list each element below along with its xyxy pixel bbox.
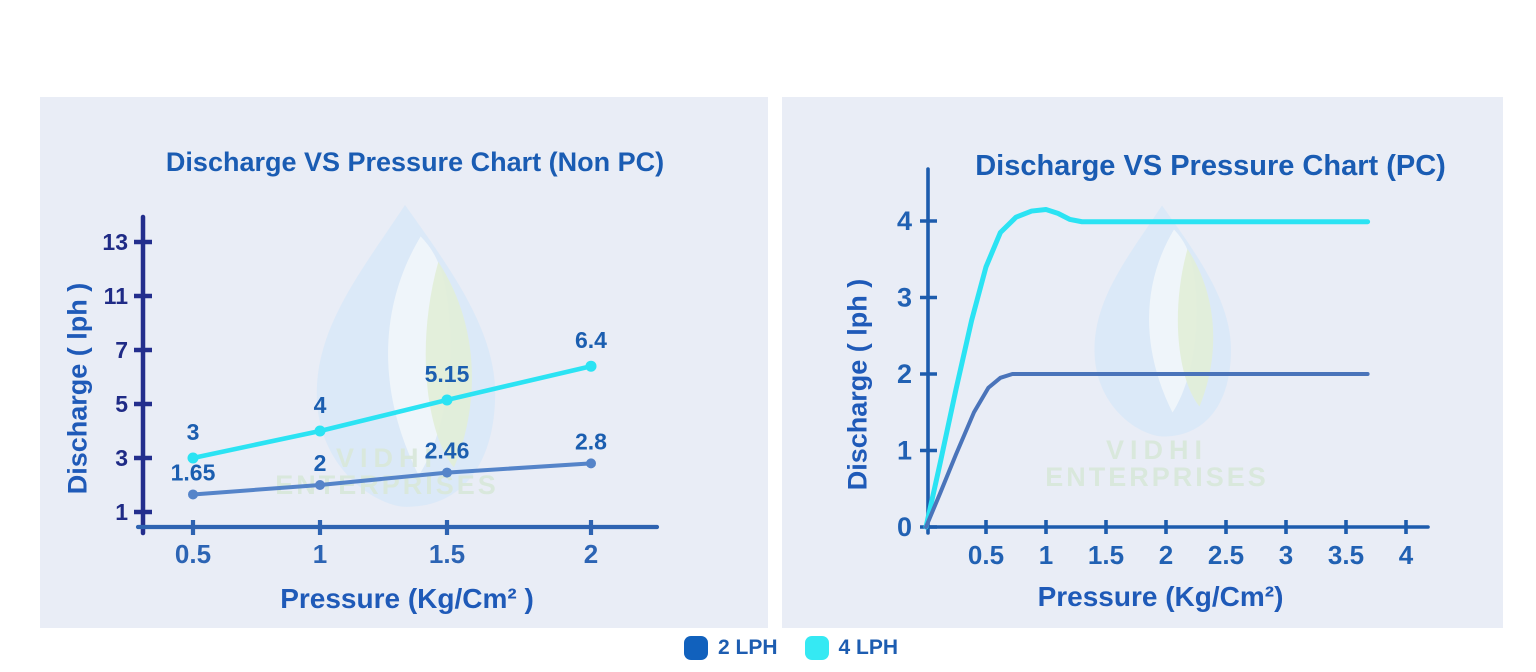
chart-panel-pc: VIDHI ENTERPRISES 0 1 2 3 4 0.5 1 1.5 2 2.5 3 3.5 4 Di… [782, 97, 1503, 628]
legend-item-4lph: 4 LPH [804, 636, 899, 660]
watermark-text-line1: VIDHI [336, 443, 438, 473]
data-point [585, 360, 597, 372]
legend-swatch-2lph [684, 636, 708, 660]
x-tick-label: 1.5 [429, 539, 465, 569]
series-line-2lph [191, 461, 593, 497]
legend-label-2lph: 2 LPH [718, 636, 778, 659]
x-axis-title-non-pc: Pressure (Kg/Cm² ) [280, 583, 534, 614]
data-point-label: 2 [314, 450, 327, 476]
watermark-text-line2: ENTERPRISES [1045, 462, 1269, 492]
y-tick-label: 0 [897, 512, 912, 542]
data-point [442, 467, 452, 478]
data-point-label: 2.8 [575, 428, 607, 454]
data-point [315, 480, 325, 490]
y-axis-title-pc: Discharge ( lph ) [842, 278, 873, 491]
chart-panel-non-pc: VIDHI ENTERPRISES 1 3 5 7 11 13 0.5 1 1.5 2 3 4 5.15 6.… [40, 97, 768, 628]
y-tick-label: 5 [115, 391, 128, 417]
data-point-label: 6.4 [575, 327, 607, 353]
data-point-label: 1.65 [171, 459, 216, 485]
watermark-drop-logo [316, 205, 496, 507]
y-tick-label: 1 [897, 436, 912, 466]
y-tick-label: 2 [897, 359, 912, 389]
data-point-label: 5.15 [425, 361, 470, 387]
x-tick-label: 0.5 [175, 539, 211, 569]
x-tick-label: 1.5 [1088, 540, 1124, 570]
data-point [187, 452, 199, 464]
y-axis-title-non-pc: Discharge ( lph ) [62, 282, 93, 495]
x-tick-label: 3.5 [1328, 540, 1364, 570]
y-tick-label: 3 [115, 445, 128, 471]
data-point-label: 4 [314, 392, 327, 418]
x-tick-label: 1 [1039, 540, 1053, 570]
x-tick-label: 3 [1279, 540, 1293, 570]
data-point [314, 425, 326, 437]
y-tick-label: 1 [115, 499, 128, 525]
data-point-label: 2.46 [425, 438, 470, 464]
legend-item-2lph: 2 LPH [684, 636, 778, 660]
x-tick-label: 4 [1399, 540, 1414, 570]
y-tick-label: 3 [897, 283, 912, 313]
chart-title-non-pc: Discharge VS Pressure Chart (Non PC) [165, 147, 665, 177]
y-tick-label: 13 [102, 229, 128, 255]
watermark-text-line1: VIDHI [1106, 435, 1208, 465]
data-point [586, 458, 596, 469]
legend: 2 LPH 4 LPH [684, 636, 898, 660]
data-point-label: 3 [187, 419, 200, 445]
x-tick-label: 2.5 [1208, 540, 1244, 570]
legend-label-4lph: 4 LPH [838, 636, 899, 659]
watermark-drop-logo [1094, 205, 1231, 437]
x-tick-label: 0.5 [968, 540, 1004, 570]
legend-swatch-4lph [804, 636, 829, 660]
series-line-4lph [190, 363, 594, 461]
y-tick-label: 7 [115, 337, 128, 363]
data-point [188, 489, 198, 500]
chart-title-pc: Discharge VS Pressure Chart (PC) [975, 150, 1446, 182]
x-tick-label: 2 [1159, 540, 1173, 570]
x-tick-label: 1 [313, 539, 327, 569]
x-tick-label: 2 [584, 539, 598, 569]
y-tick-label: 11 [104, 283, 129, 309]
x-axis-title-pc: Pressure (Kg/Cm²) [1037, 581, 1284, 612]
data-point [441, 394, 453, 406]
y-tick-label: 4 [897, 206, 912, 236]
series-curve-2lph [924, 372, 1370, 529]
series-curve-4lph [923, 207, 1371, 530]
